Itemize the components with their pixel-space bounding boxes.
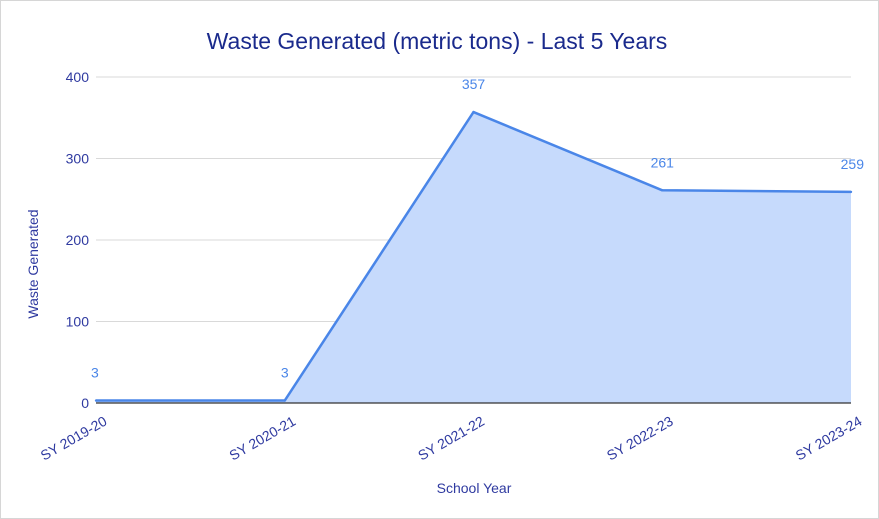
data-label: 259 bbox=[841, 156, 865, 172]
x-tick-labels: SY 2019-20 SY 2020-21 SY 2021-22 SY 2022-23… bbox=[38, 413, 865, 464]
data-label: 357 bbox=[462, 76, 486, 92]
data-label: 3 bbox=[91, 365, 99, 381]
data-labels: 3 3 357 261 259 bbox=[91, 76, 864, 381]
chart-title: Waste Generated (metric tons) - Last 5 Y… bbox=[207, 28, 668, 54]
data-label: 261 bbox=[651, 154, 675, 170]
y-tick-label: 0 bbox=[81, 395, 89, 411]
x-tick-label: SY 2022-23 bbox=[604, 413, 676, 464]
data-point bbox=[94, 399, 98, 402]
y-tick-label: 400 bbox=[66, 69, 90, 85]
x-tick-label: SY 2020-21 bbox=[226, 413, 298, 464]
data-label: 3 bbox=[281, 365, 289, 381]
x-tick-label: SY 2021-22 bbox=[415, 413, 487, 464]
data-point bbox=[283, 399, 286, 402]
y-tick-labels: 0 100 200 300 400 bbox=[66, 69, 90, 411]
data-point bbox=[661, 189, 664, 192]
x-axis-title: School Year bbox=[437, 480, 512, 496]
y-tick-label: 200 bbox=[66, 232, 90, 248]
y-tick-label: 300 bbox=[66, 151, 90, 167]
x-tick-label: SY 2023-24 bbox=[793, 413, 865, 464]
y-tick-label: 100 bbox=[66, 314, 90, 330]
area-fill bbox=[96, 112, 851, 404]
area-layer bbox=[94, 110, 853, 404]
x-tick-label: SY 2019-20 bbox=[38, 413, 110, 464]
data-point bbox=[472, 110, 475, 114]
y-axis-title: Waste Generated bbox=[25, 209, 41, 318]
data-point bbox=[849, 190, 853, 194]
